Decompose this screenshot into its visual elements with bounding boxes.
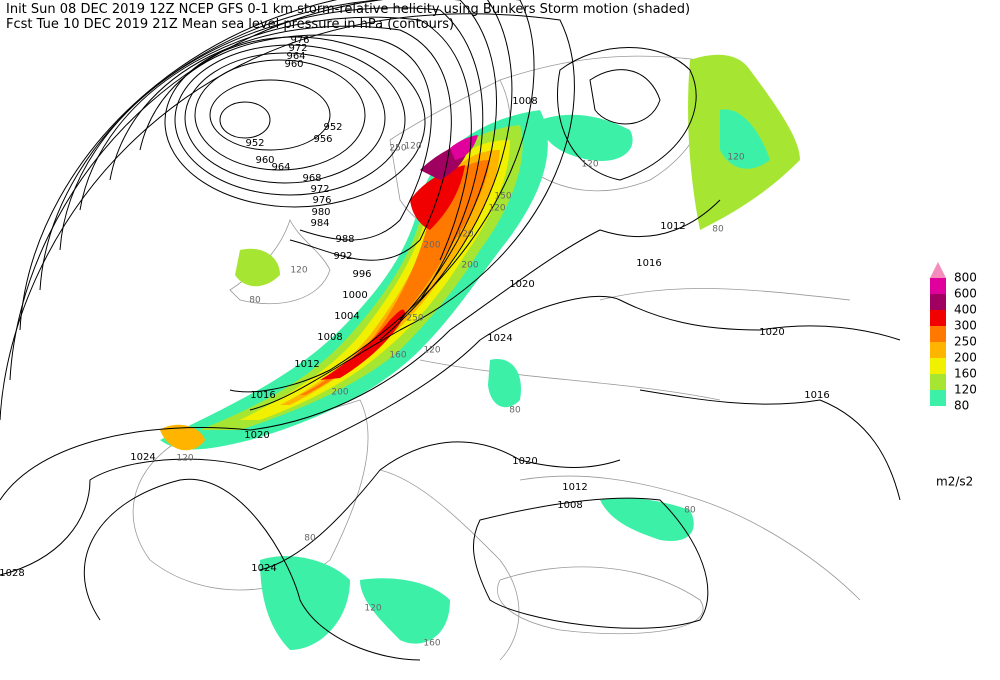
contour-label: 1020: [759, 327, 784, 338]
contour-label: 972: [288, 43, 307, 54]
helicity-label: 200: [331, 388, 348, 398]
helicity-labels: 250 120 150 120 200 120 200 250 160 120 …: [176, 142, 744, 649]
contour-label: 1004: [334, 311, 359, 322]
contour-label: 992: [333, 251, 352, 262]
helicity-label: 80: [684, 506, 696, 516]
contour-label: 1024: [251, 563, 276, 574]
legend-label: 300: [954, 319, 977, 333]
legend-label: 250: [954, 335, 977, 349]
legend-swatch: [930, 390, 946, 406]
contour-label: 1012: [294, 359, 319, 370]
helicity-shading: [160, 54, 800, 650]
legend-swatch: [930, 342, 946, 358]
legend-label: 600: [954, 287, 977, 301]
contour-label: 1008: [317, 332, 342, 343]
contour-label: 960: [284, 59, 303, 70]
legend: m2/s2 800 600 400 300 250 200 160 120 80: [930, 262, 977, 489]
contour-label: 976: [312, 195, 331, 206]
helicity-label: 120: [423, 346, 440, 356]
helicity-label: 120: [290, 266, 307, 276]
legend-label: 200: [954, 351, 977, 365]
helicity-label: 150: [494, 192, 511, 202]
contour-label: 964: [271, 162, 290, 173]
contour-label: 1012: [562, 482, 587, 493]
legend-swatch: [930, 374, 946, 390]
legend-label: 120: [954, 383, 977, 397]
legend-swatch: [930, 262, 946, 278]
helicity-label: 120: [176, 454, 193, 464]
helicity-label: 160: [389, 351, 406, 361]
contour-label: 960: [255, 155, 274, 166]
contour-label: 1024: [130, 452, 155, 463]
contour-label: 988: [335, 234, 354, 245]
helicity-label: 120: [364, 604, 381, 614]
contour-label: 1024: [487, 333, 512, 344]
contour-label: 1008: [557, 500, 582, 511]
contour-label: 968: [302, 173, 321, 184]
contour-label: 996: [352, 269, 371, 280]
legend-swatch: [930, 358, 946, 374]
legend-unit: m2/s2: [936, 475, 973, 489]
helicity-label: 80: [712, 225, 724, 235]
contour-label: 1028: [0, 568, 25, 579]
helicity-label: 120: [581, 160, 598, 170]
header-line: Init Sun 08 DEC 2019 12Z NCEP GFS 0-1 km…: [6, 2, 690, 17]
legend-label: 400: [954, 303, 977, 317]
contour-label: 952: [245, 138, 264, 149]
legend-label: 800: [954, 271, 977, 285]
contour-label: 1016: [636, 258, 661, 269]
isobars: [0, 0, 901, 661]
helicity-label: 80: [304, 534, 316, 544]
legend-swatch: [930, 294, 946, 310]
contour-label: 956: [313, 134, 332, 145]
legend-label: 80: [954, 399, 969, 413]
contour-label: 1000: [342, 290, 367, 301]
helicity-label: 120: [727, 153, 744, 163]
contour-label: 1020: [512, 456, 537, 467]
helicity-label: 120: [456, 230, 473, 240]
helicity-label: 250: [406, 314, 423, 324]
contour-label: 1020: [244, 430, 269, 441]
contour-label: 1016: [804, 390, 829, 401]
legend-label: 160: [954, 367, 977, 381]
contour-label: 1008: [512, 96, 537, 107]
coastlines: [132, 55, 861, 661]
helicity-label: 80: [249, 296, 261, 306]
contour-label: 964: [286, 51, 305, 62]
helicity-label: 200: [423, 241, 440, 251]
contour-label: 980: [311, 207, 330, 218]
contour-labels: 976 972 964 960 952 952 956 960 964 968 …: [0, 35, 830, 579]
helicity-label: 200: [461, 261, 478, 271]
contour-label: 1012: [660, 221, 685, 232]
contour-label: 1020: [509, 279, 534, 290]
legend-swatch: [930, 310, 946, 326]
legend-swatch: [930, 326, 946, 342]
helicity-label: 120: [404, 142, 421, 152]
contour-label: 1016: [250, 390, 275, 401]
contour-label: 952: [323, 122, 342, 133]
helicity-label: 80: [509, 406, 521, 416]
helicity-label: 250: [389, 144, 406, 154]
legend-swatch: [930, 278, 946, 294]
helicity-label: 160: [423, 639, 440, 649]
contour-label: 984: [310, 218, 329, 229]
contour-label: 976: [290, 35, 309, 46]
helicity-label: 120: [488, 204, 505, 214]
contour-label: 972: [310, 184, 329, 195]
